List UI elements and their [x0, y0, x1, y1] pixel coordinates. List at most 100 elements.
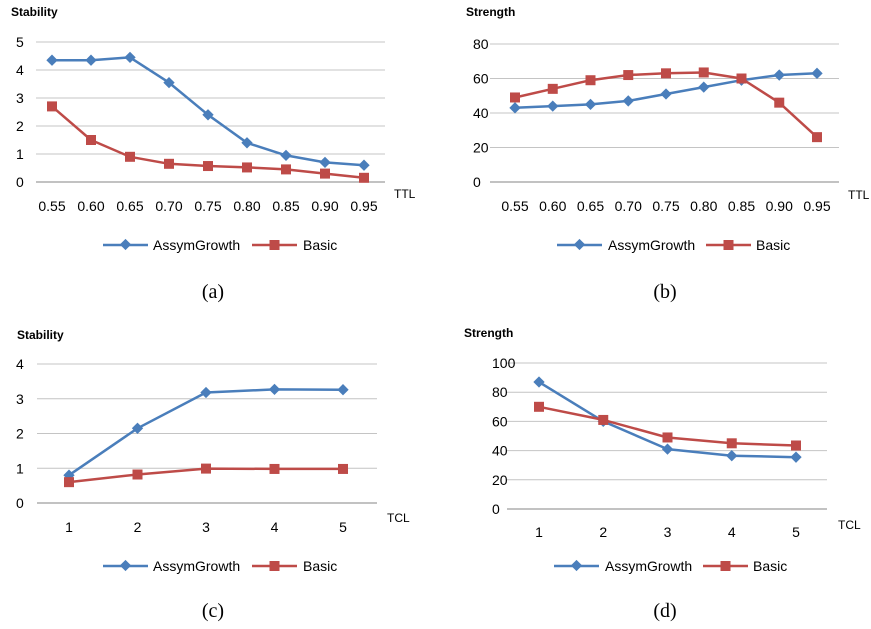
caption-b: (b): [653, 281, 676, 303]
x-tick-label-a-5: 0.80: [233, 198, 260, 214]
legend-marker-assymgrowth-b: [573, 238, 586, 251]
y-tick-label-c-0: 0: [16, 495, 24, 511]
point-basic-b-4: [661, 68, 671, 79]
point-assymgrowth-a-2: [124, 51, 136, 64]
point-basic-a-8: [359, 172, 369, 183]
y-tick-label-b-3: 60: [473, 71, 489, 87]
point-basic-c-4: [338, 463, 348, 474]
x-axis-label-a: TTL: [394, 187, 416, 201]
x-tick-label-a-6: 0.85: [272, 198, 299, 214]
point-basic-b-2: [585, 75, 596, 86]
point-assymgrowth-a-5: [241, 137, 253, 149]
point-assymgrowth-c-3: [268, 383, 281, 396]
y-tick-label-c-4: 4: [16, 356, 24, 372]
point-basic-d-3: [726, 438, 737, 449]
y-tick-label-a-0: 0: [16, 174, 24, 190]
y-ticks-c: 0 1 2 3 4: [16, 356, 24, 511]
point-basic-b-6: [736, 73, 747, 84]
point-assymgrowth-a-7: [319, 156, 331, 169]
legend-marker-basic-b: [723, 240, 734, 250]
y-axis-label-d: Strength: [464, 326, 513, 340]
y-tick-label-c-1: 1: [16, 460, 24, 476]
x-tick-label-b-2: 0.65: [577, 198, 604, 214]
legend-marker-assymgrowth-a: [119, 238, 132, 251]
point-basic-a-1: [86, 135, 96, 145]
x-tick-label-d-2: 3: [664, 524, 672, 540]
x-tick-label-b-8: 0.95: [803, 198, 830, 214]
point-basic-a-4: [203, 161, 213, 172]
x-tick-label-d-0: 1: [535, 524, 543, 540]
point-basic-b-7: [774, 97, 785, 108]
point-assymgrowth-b-7: [773, 69, 785, 81]
series-a: [46, 51, 370, 183]
point-assymgrowth-d-4: [790, 451, 802, 463]
point-basic-c-3: [269, 463, 280, 474]
x-tick-label-a-1: 0.60: [77, 198, 104, 214]
point-assymgrowth-c-4: [337, 384, 349, 396]
point-assymgrowth-d-2: [661, 443, 674, 455]
y-tick-label-d-4: 80: [492, 384, 508, 400]
point-basic-b-1: [547, 83, 558, 94]
legend-label-assymgrowth-d: AssymGrowth: [605, 558, 692, 574]
point-assymgrowth-c-1: [131, 422, 144, 434]
legend-label-assymgrowth-c: AssymGrowth: [153, 558, 240, 574]
y-tick-label-d-1: 20: [492, 472, 508, 488]
y-axis-label-b: Strength: [466, 5, 515, 19]
point-assymgrowth-d-0: [533, 376, 545, 388]
grid-d: [507, 362, 827, 481]
point-basic-a-5: [242, 162, 252, 173]
x-tick-label-b-7: 0.90: [766, 198, 793, 214]
point-basic-d-1: [598, 414, 609, 425]
legend-marker-assymgrowth-d: [570, 559, 583, 572]
grid-c: [37, 363, 377, 469]
legend-label-basic-d: Basic: [753, 558, 787, 574]
y-tick-label-a-2: 2: [16, 118, 24, 134]
x-tick-label-c-1: 2: [134, 519, 142, 535]
point-basic-a-3: [164, 158, 174, 169]
x-axis-label-d: TCL: [838, 518, 861, 532]
point-basic-d-0: [534, 401, 544, 412]
series-c: [63, 383, 349, 488]
x-ticks-b: 0.55 0.60 0.65 0.70 0.75 0.80 0.85 0.90 0.95: [501, 198, 830, 214]
point-basic-c-2: [201, 463, 211, 474]
point-assymgrowth-b-0: [509, 102, 521, 114]
series-d: [533, 376, 802, 463]
y-tick-label-b-0: 0: [473, 174, 481, 190]
x-tick-label-d-3: 4: [728, 524, 736, 540]
x-tick-label-c-4: 5: [339, 519, 347, 535]
point-assymgrowth-a-0: [46, 54, 58, 66]
point-assymgrowth-b-1: [547, 100, 559, 112]
y-tick-label-a-5: 5: [16, 34, 24, 50]
y-tick-label-a-4: 4: [16, 62, 24, 78]
point-assymgrowth-b-5: [698, 81, 710, 93]
point-basic-a-7: [320, 168, 330, 179]
point-basic-d-4: [791, 440, 801, 451]
x-tick-label-d-4: 5: [792, 524, 800, 540]
y-tick-label-b-2: 40: [473, 105, 489, 121]
x-tick-label-c-2: 3: [202, 519, 210, 535]
y-tick-label-d-2: 40: [492, 443, 508, 459]
x-tick-label-b-4: 0.75: [652, 198, 679, 214]
y-tick-label-a-1: 1: [16, 146, 24, 162]
legend-label-assymgrowth-a: AssymGrowth: [153, 237, 240, 253]
point-assymgrowth-b-3: [622, 95, 634, 107]
point-basic-b-3: [623, 70, 634, 81]
y-ticks-b: 0 20 40 60 80: [473, 36, 489, 190]
x-tick-label-b-3: 0.70: [615, 198, 642, 214]
y-tick-label-d-5: 100: [492, 355, 516, 371]
grid-a: [36, 41, 385, 155]
point-basic-b-0: [510, 92, 520, 103]
legend-marker-assymgrowth-c: [119, 559, 132, 572]
panel-d: 0 20 40 60 80 100 1 2 3 4 5 Strength TCL AssymGro…: [464, 326, 861, 622]
x-axis-label-c: TCL: [387, 511, 410, 525]
x-tick-label-b-0: 0.55: [501, 198, 528, 214]
x-axis-label-b: TTL: [848, 188, 870, 202]
x-tick-label-a-0: 0.55: [38, 198, 65, 214]
legend-marker-basic-d: [720, 561, 731, 571]
point-assymgrowth-d-3: [726, 450, 738, 462]
point-basic-b-5: [698, 67, 709, 78]
legend-label-basic-b: Basic: [756, 237, 790, 253]
y-ticks-a: 0 1 2 3 4 5: [16, 34, 24, 190]
